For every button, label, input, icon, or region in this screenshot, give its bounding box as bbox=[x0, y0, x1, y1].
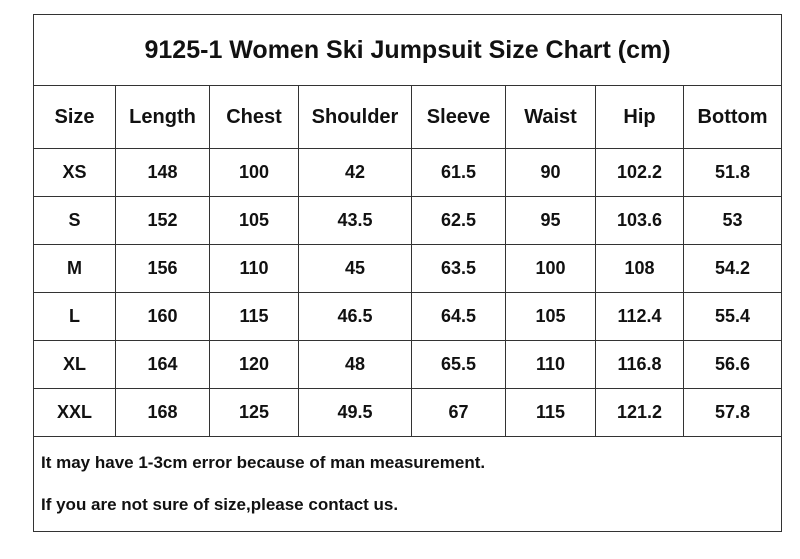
table-body: 9125-1 Women Ski Jumpsuit Size Chart (cm… bbox=[32, 14, 783, 532]
size-row: S 152 105 43.5 62.5 95 103.6 53 bbox=[33, 196, 783, 245]
measure-cell: 43.5 bbox=[298, 196, 412, 245]
size-row: M 156 110 45 63.5 100 108 54.2 bbox=[33, 244, 783, 293]
measure-cell: 125 bbox=[209, 388, 299, 437]
measure-cell: 168 bbox=[115, 388, 210, 437]
measure-cell: 48 bbox=[298, 340, 412, 389]
measure-cell: 156 bbox=[115, 244, 210, 293]
notes-cell: It may have 1-3cm error because of man m… bbox=[32, 436, 783, 532]
measure-cell: 112.4 bbox=[595, 292, 684, 341]
measure-cell: 110 bbox=[505, 340, 596, 389]
measure-cell: 100 bbox=[505, 244, 596, 293]
measure-cell: 160 bbox=[115, 292, 210, 341]
measure-cell: 54.2 bbox=[682, 244, 783, 293]
measure-cell: 108 bbox=[595, 244, 684, 293]
measure-cell: 105 bbox=[209, 196, 299, 245]
notes-row: It may have 1-3cm error because of man m… bbox=[32, 436, 783, 532]
measure-cell: 115 bbox=[505, 388, 596, 437]
header-cell: Waist bbox=[505, 85, 596, 149]
measure-cell: 55.4 bbox=[682, 292, 783, 341]
measure-cell: 148 bbox=[115, 148, 210, 197]
header-cell: Shoulder bbox=[298, 85, 412, 149]
measure-cell: 49.5 bbox=[298, 388, 412, 437]
header-cell: Chest bbox=[209, 85, 299, 149]
header-cell: Hip bbox=[595, 85, 684, 149]
measure-cell: 95 bbox=[505, 196, 596, 245]
measure-cell: 63.5 bbox=[411, 244, 506, 293]
measure-cell: 110 bbox=[209, 244, 299, 293]
measure-cell: 46.5 bbox=[298, 292, 412, 341]
note: It may have 1-3cm error because of man m… bbox=[41, 453, 486, 472]
measure-cell: 102.2 bbox=[595, 148, 684, 197]
note: If you are not sure of size,please conta… bbox=[41, 495, 399, 514]
header-cell: Size bbox=[33, 85, 116, 149]
size-cell: M bbox=[33, 244, 116, 293]
measure-cell: 164 bbox=[115, 340, 210, 389]
measure-cell: 115 bbox=[209, 292, 299, 341]
measure-cell: 45 bbox=[298, 244, 412, 293]
header-cell: Bottom bbox=[682, 85, 783, 149]
measure-cell: 116.8 bbox=[595, 340, 684, 389]
measure-cell: 64.5 bbox=[411, 292, 506, 341]
title-row: 9125-1 Women Ski Jumpsuit Size Chart (cm… bbox=[32, 14, 783, 86]
size-row: XS 148 100 42 61.5 90 102.2 51.8 bbox=[33, 148, 783, 197]
size-cell: L bbox=[33, 292, 116, 341]
measure-cell: 56.6 bbox=[682, 340, 783, 389]
measure-cell: 65.5 bbox=[411, 340, 506, 389]
measure-cell: 67 bbox=[411, 388, 506, 437]
size-row: XL 164 120 48 65.5 110 116.8 56.6 bbox=[33, 340, 783, 389]
size-cell: XXL bbox=[33, 388, 116, 437]
size-cell: S bbox=[33, 196, 116, 245]
size-row: L 160 115 46.5 64.5 105 112.4 55.4 bbox=[33, 292, 783, 341]
header-cell: Sleeve bbox=[411, 85, 506, 149]
header-cell: Length bbox=[115, 85, 210, 149]
size-table: 9125-1 Women Ski Jumpsuit Size Chart (cm… bbox=[32, 14, 783, 532]
measure-cell: 57.8 bbox=[682, 388, 783, 437]
size-row: XXL 168 125 49.5 67 115 121.2 57.8 bbox=[33, 388, 783, 437]
measure-cell: 51.8 bbox=[682, 148, 783, 197]
header-row: Size Length Chest Shoulder Sleeve Waist Hip Bot… bbox=[33, 85, 783, 149]
size-cell: XL bbox=[33, 340, 116, 389]
measure-cell: 121.2 bbox=[595, 388, 684, 437]
measure-cell: 120 bbox=[209, 340, 299, 389]
measure-cell: 90 bbox=[505, 148, 596, 197]
size-chart: 9125-1 Women Ski Jumpsuit Size Chart (cm… bbox=[32, 14, 783, 532]
measure-cell: 103.6 bbox=[595, 196, 684, 245]
measure-cell: 152 bbox=[115, 196, 210, 245]
table-title: 9125-1 Women Ski Jumpsuit Size Chart (cm… bbox=[32, 14, 783, 86]
measure-cell: 62.5 bbox=[411, 196, 506, 245]
measure-cell: 105 bbox=[505, 292, 596, 341]
measure-cell: 53 bbox=[682, 196, 783, 245]
measure-cell: 100 bbox=[209, 148, 299, 197]
measure-cell: 61.5 bbox=[411, 148, 506, 197]
measure-cell: 42 bbox=[298, 148, 412, 197]
size-cell: XS bbox=[33, 148, 116, 197]
